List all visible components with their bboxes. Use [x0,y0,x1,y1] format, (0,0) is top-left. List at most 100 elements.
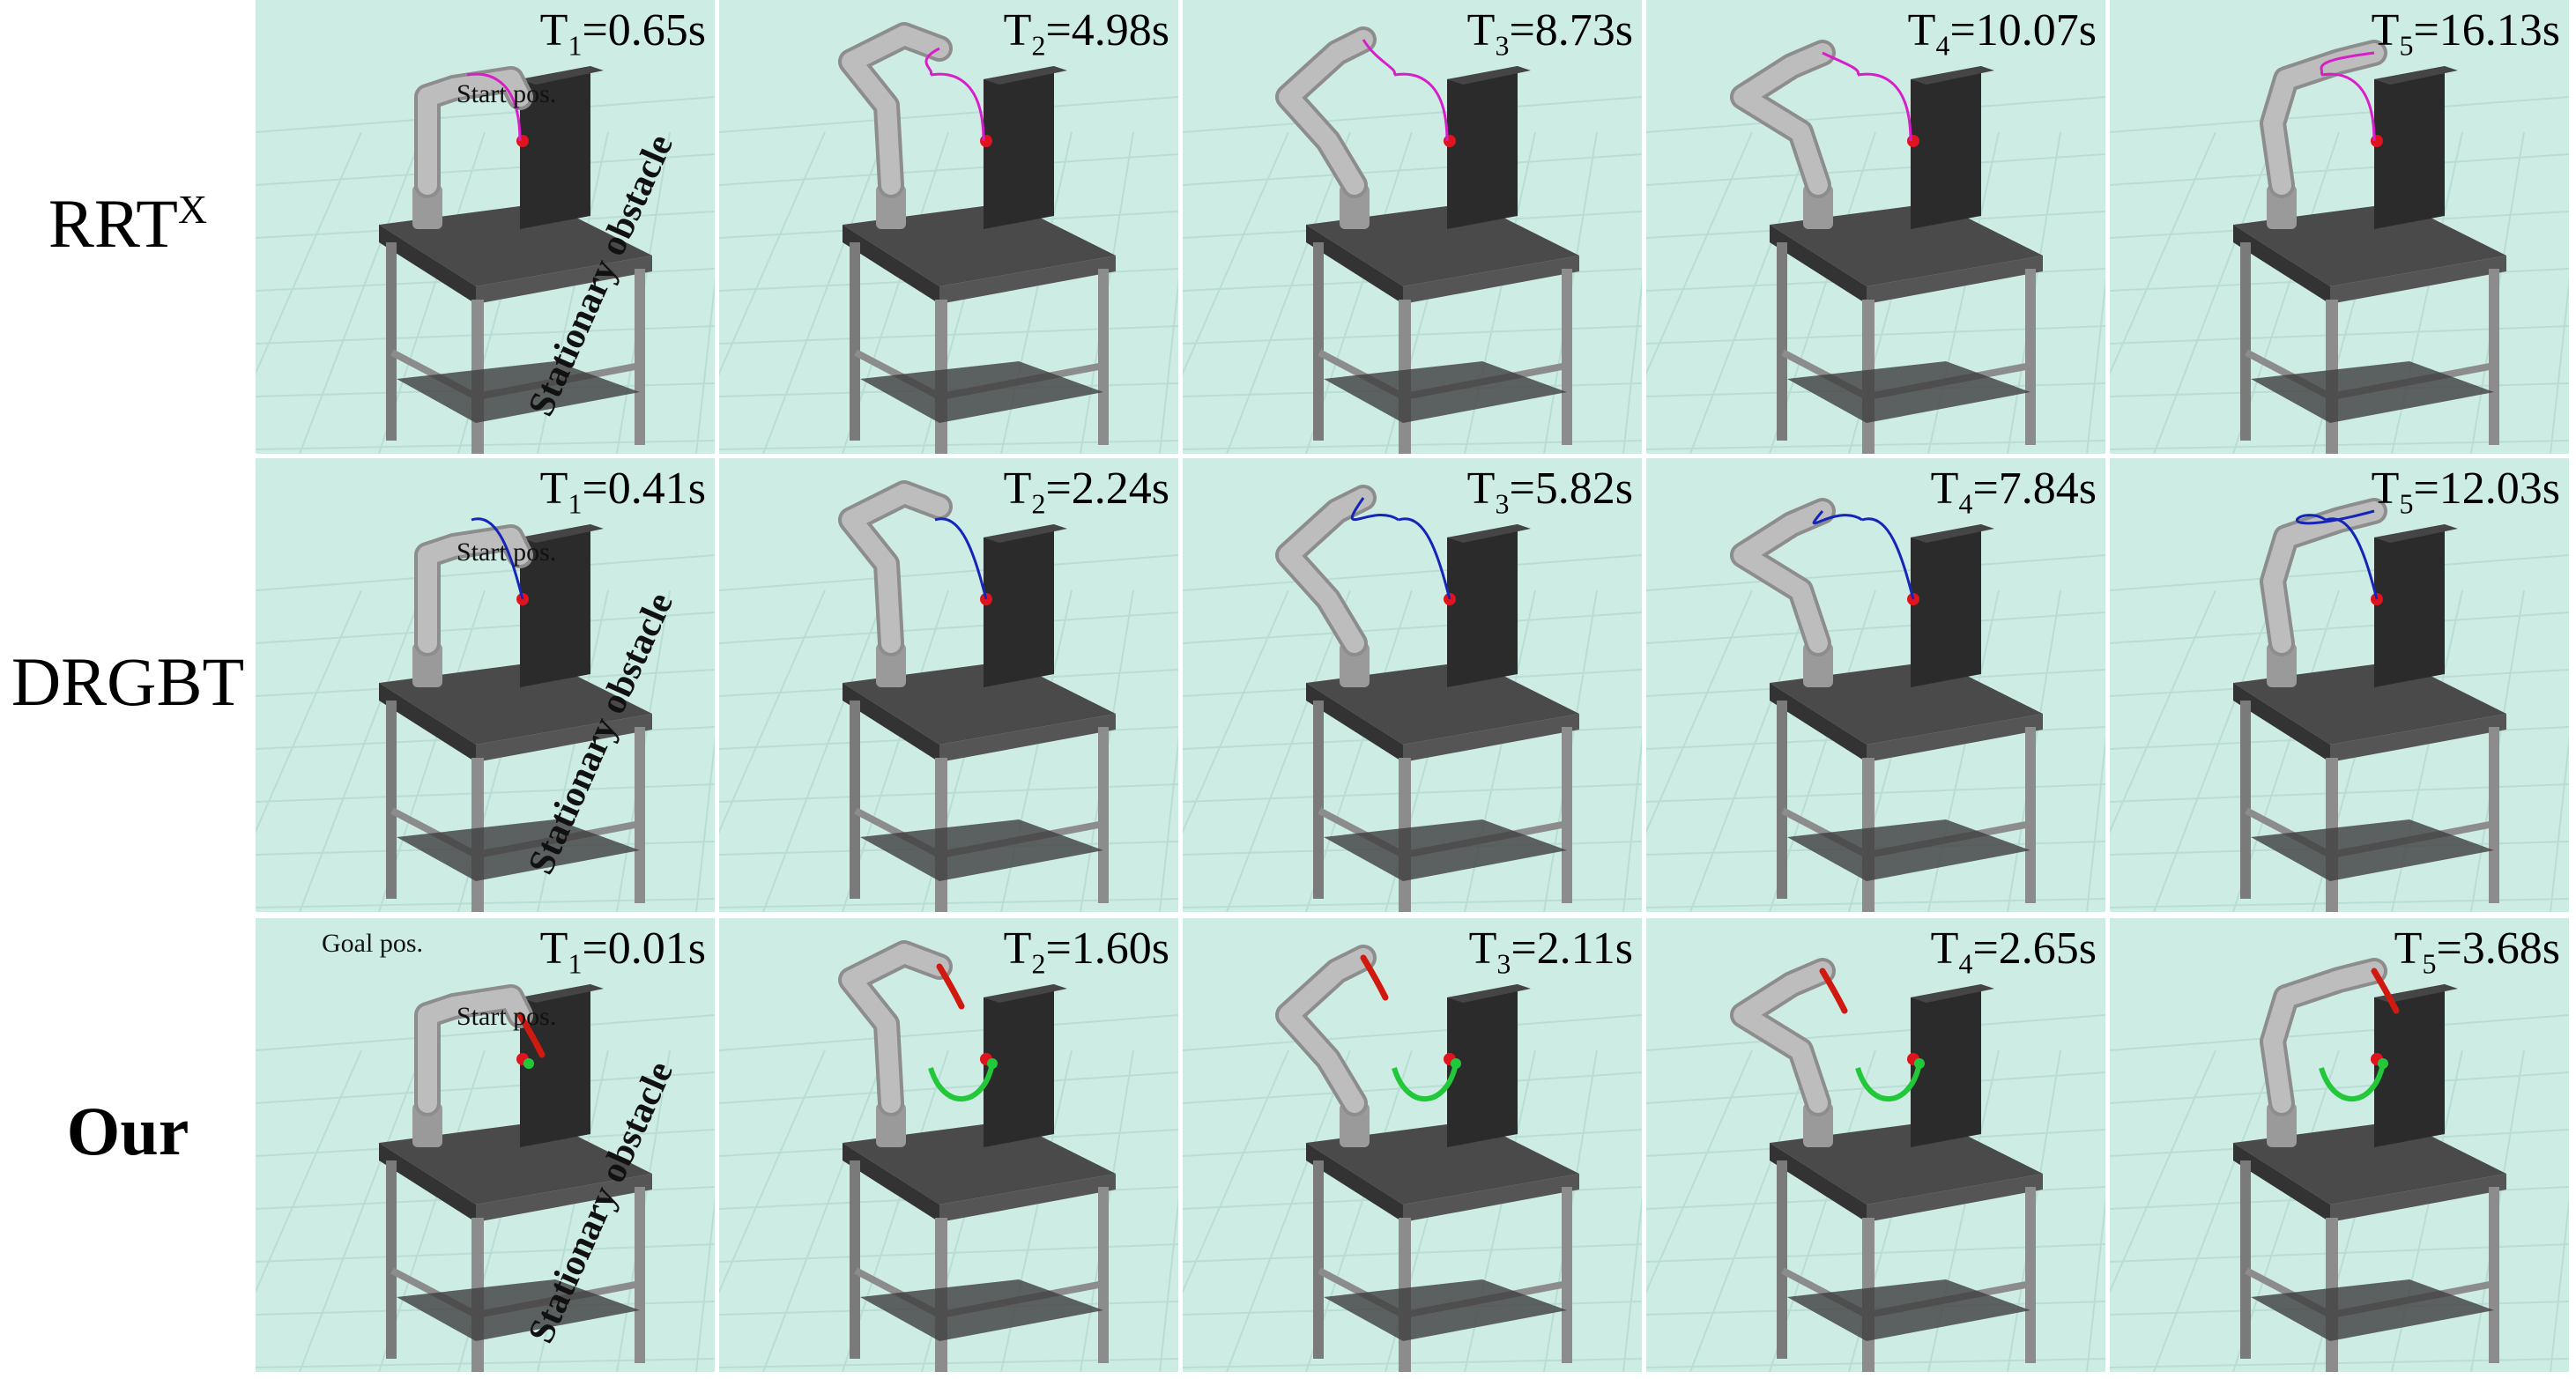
robot-scene-render [2110,0,2569,454]
timestamp-label: T1=0.01s [539,923,706,977]
snapshot-panel: T2=1.60s [719,918,1178,1372]
snapshot-panel: T5=12.03s [2110,458,2569,912]
timestamp-label: T5=3.68s [2394,923,2560,977]
time-prefix: T [1907,5,1936,56]
time-index: 4 [1958,947,1973,980]
robot-scene-render [1183,458,1642,912]
snapshot-panel: T1=0.65s Start pos. Stationary obstacle [256,0,715,454]
time-index: 4 [1958,487,1973,520]
timestamp-label: T4=7.84s [1930,463,2097,517]
snapshot-panel: T4=10.07s [1646,0,2105,454]
time-value: =4.98s [1045,5,1169,56]
time-prefix: T [1466,5,1496,56]
timestamp-label: T4=10.07s [1907,5,2097,59]
robot-scene-render [256,458,715,912]
robot-scene-render [256,0,715,454]
timestamp-label: T4=2.65s [1930,923,2097,977]
time-value: =3.68s [2436,923,2560,974]
snapshot-panel: T2=4.98s [719,0,1178,454]
time-value: =16.13s [2413,5,2560,56]
time-prefix: T [539,5,568,56]
row-label-drgbt: DRGBT [0,648,256,716]
snapshot-panel: T4=2.65s [1646,918,2105,1372]
time-prefix: T [1466,463,1496,514]
goal-pos-label: Goal pos. [322,929,423,958]
time-value: =2.65s [1972,923,2097,974]
robot-scene-render [1183,918,1642,1372]
time-value: =0.41s [582,463,706,514]
time-value: =0.01s [582,923,706,974]
time-index: 3 [1495,487,1510,520]
time-value: =5.82s [1509,463,1633,514]
robot-scene-render [2110,458,2569,912]
method-name: DRGBT [11,643,245,720]
time-value: =1.60s [1045,923,1169,974]
time-index: 1 [568,487,583,520]
time-prefix: T [539,463,568,514]
time-prefix: T [2371,5,2400,56]
snapshot-panel: T1=0.41s Start pos. Stationary obstacle [256,458,715,912]
timestamp-label: T2=4.98s [1003,5,1169,59]
snapshot-panel: T2=2.24s [719,458,1178,912]
snapshot-panel: T1=0.01s Start pos. Stationary obstacle Goa… [256,918,715,1372]
timestamp-label: T5=16.13s [2371,5,2560,59]
robot-scene-render [1646,458,2105,912]
time-value: =10.07s [1949,5,2097,56]
timestamp-label: T3=8.73s [1466,5,1633,59]
timestamp-label: T3=2.11s [1468,923,1633,977]
time-prefix: T [1468,923,1497,974]
robot-scene-render [1646,918,2105,1372]
time-value: =0.65s [582,5,706,56]
snapshot-panel: T5=3.68s [2110,918,2569,1372]
timestamp-label: T2=1.60s [1003,923,1169,977]
start-pos-label: Start pos. [457,1002,557,1031]
robot-scene-render [1646,0,2105,454]
time-index: 1 [568,947,583,980]
start-pos-label: Start pos. [457,79,557,108]
time-index: 5 [2422,947,2437,980]
time-prefix: T [539,923,568,974]
time-index: 2 [1031,29,1046,62]
robot-scene-render [2110,918,2569,1372]
robot-scene-render [719,458,1178,912]
robot-scene-render [256,918,715,1372]
time-index: 4 [1935,29,1950,62]
timestamp-label: T5=12.03s [2371,463,2560,517]
time-index: 2 [1031,487,1046,520]
snapshot-panel: T3=8.73s [1183,0,1642,454]
time-value: =2.11s [1511,923,1633,974]
row-label-rrtx: RRTX [0,189,256,258]
row-label-our: Our [0,1097,256,1166]
time-value: =2.24s [1045,463,1169,514]
time-index: 2 [1031,947,1046,980]
time-prefix: T [2371,463,2400,514]
timestamp-label: T3=5.82s [1466,463,1633,517]
time-index: 5 [2399,487,2414,520]
robot-scene-render [719,0,1178,454]
time-index: 3 [1495,29,1510,62]
timestamp-label: T2=2.24s [1003,463,1169,517]
snapshot-panel: T3=5.82s [1183,458,1642,912]
time-index: 3 [1496,947,1511,980]
time-prefix: T [1930,463,1959,514]
time-index: 5 [2399,29,2414,62]
method-name: Our [66,1093,189,1169]
snapshot-panel: T5=16.13s [2110,0,2569,454]
timestamp-label: T1=0.65s [539,5,706,59]
snapshot-panel: T3=2.11s [1183,918,1642,1372]
time-value: =8.73s [1509,5,1633,56]
start-pos-label: Start pos. [457,538,557,567]
time-prefix: T [1930,923,1959,974]
time-value: =7.84s [1972,463,2097,514]
time-prefix: T [1003,5,1032,56]
time-prefix: T [1003,923,1032,974]
robot-scene-render [1183,0,1642,454]
timestamp-label: T1=0.41s [539,463,706,517]
snapshot-panel: T4=7.84s [1646,458,2105,912]
robot-scene-render [719,918,1178,1372]
method-superscript: X [177,187,208,232]
method-name: RRT [48,185,178,262]
time-value: =12.03s [2413,463,2560,514]
time-prefix: T [1003,463,1032,514]
time-prefix: T [2394,923,2423,974]
